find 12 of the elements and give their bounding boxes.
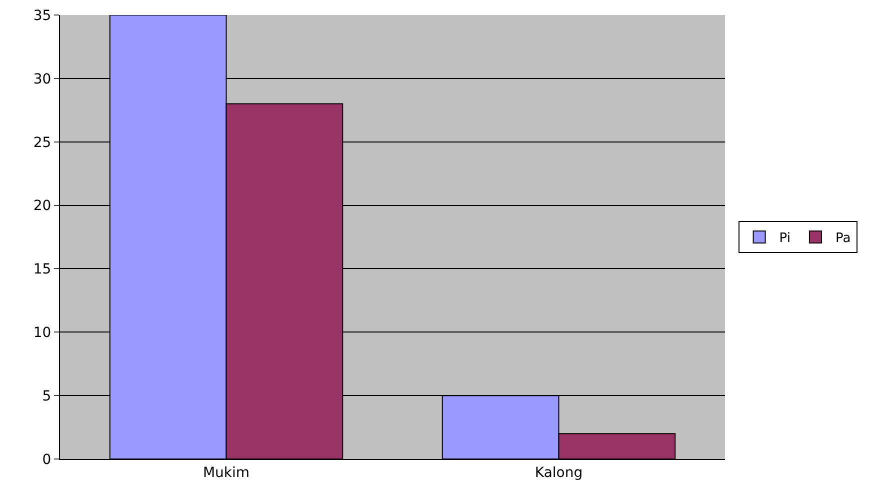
y-tick-label: 10 — [33, 325, 52, 342]
y-tick-label: 35 — [33, 8, 52, 24]
x-tick-label: Kalong — [534, 464, 583, 481]
y-tick-label: 5 — [42, 388, 52, 404]
y-tick-label: 15 — [33, 262, 52, 278]
y-tick-label: 0 — [42, 452, 52, 468]
legend-label: Pa — [835, 231, 851, 246]
legend-label: Pi — [779, 231, 790, 246]
y-tick-label: 20 — [33, 198, 52, 214]
y-tick-label: 25 — [33, 134, 52, 151]
x-tick-label: Mukim — [202, 464, 250, 481]
y-tick-label: 30 — [33, 71, 52, 88]
